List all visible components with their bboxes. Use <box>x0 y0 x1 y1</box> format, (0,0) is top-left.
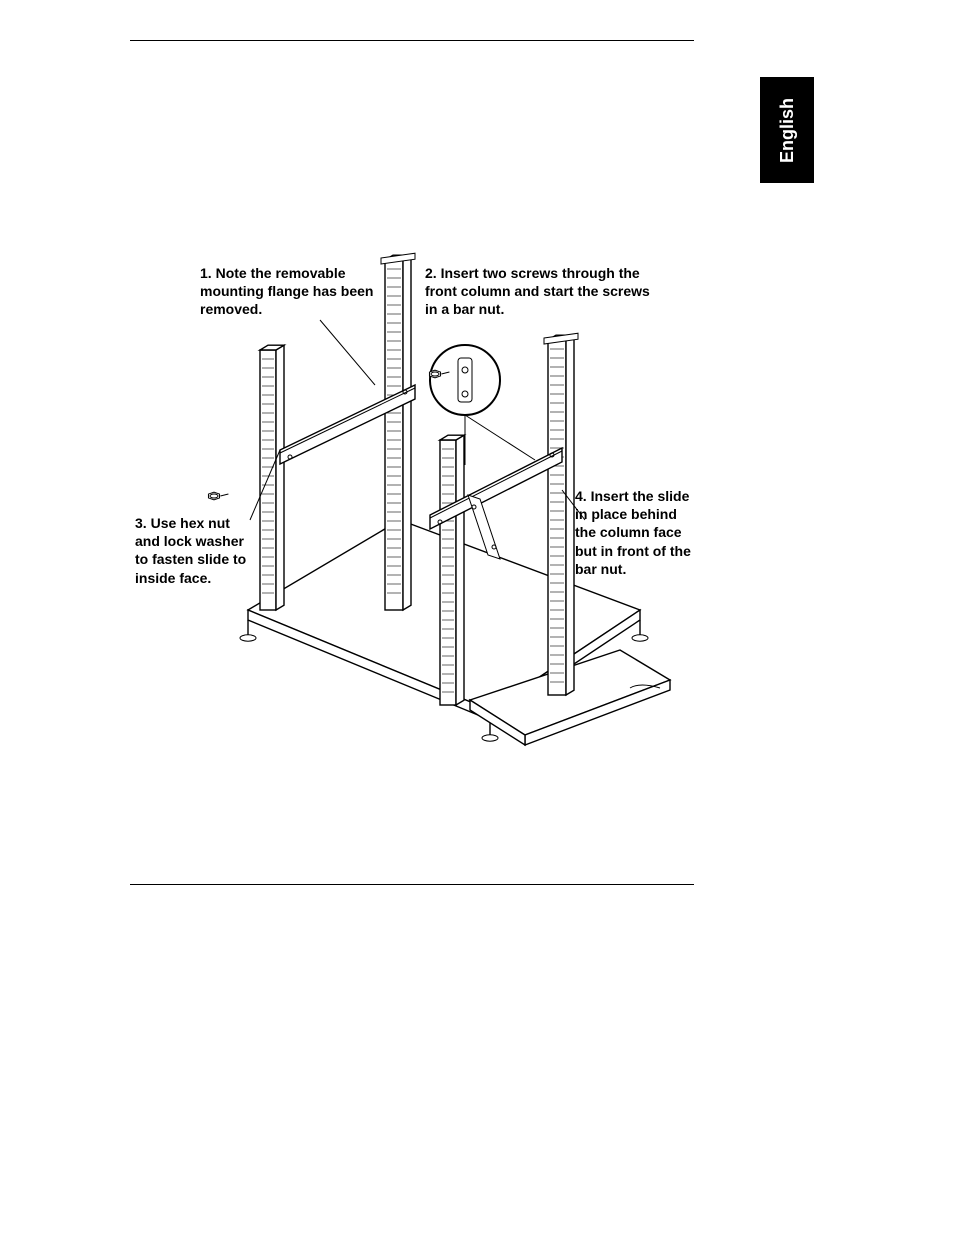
assembly-diagram <box>130 250 700 770</box>
language-tab-label: English <box>777 97 798 162</box>
top-rule <box>130 40 694 41</box>
bottom-rule <box>130 884 694 885</box>
page: English 1. Note the removable mounting f… <box>0 0 954 1235</box>
language-tab: English <box>760 77 814 183</box>
